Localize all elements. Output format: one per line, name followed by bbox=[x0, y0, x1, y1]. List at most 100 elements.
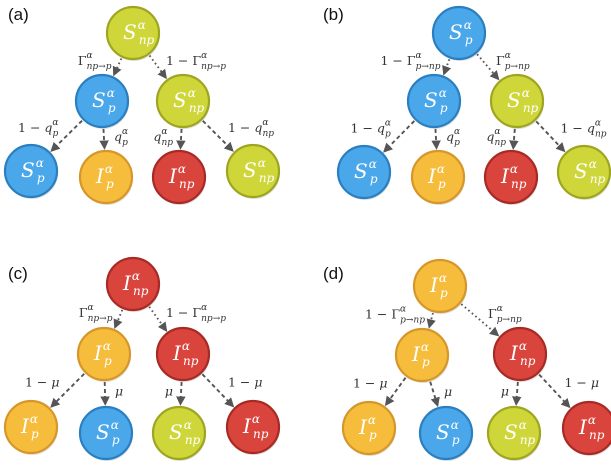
panel-b-edge-left-leaf1 bbox=[383, 120, 416, 153]
panel-d-edge-label-4: 1 − μ bbox=[565, 375, 600, 390]
panel-c-leaf-node-1-circle bbox=[3, 399, 59, 455]
panel-c-branch-left-label: Γα np→p bbox=[79, 303, 113, 324]
panel-c-leaf-node-2-label: Sα p bbox=[96, 418, 120, 447]
panel-b-leaf-node-2: Iα p bbox=[410, 149, 466, 205]
panel-d-left-node-label: Iα p bbox=[411, 340, 430, 369]
panel-c-leaf-node-3-circle bbox=[151, 405, 207, 461]
panel-c-left-node: Iα p bbox=[76, 326, 132, 382]
panel-b-right-node-circle bbox=[489, 73, 545, 129]
panel-d-edge-root-left bbox=[426, 312, 436, 329]
panel-d-branch-left-label: 1 − Γα p→np bbox=[365, 305, 425, 326]
panel-d-leaf-node-2: Sα p bbox=[418, 405, 474, 461]
panel-b-left-node-circle bbox=[406, 73, 462, 129]
panel-b-leaf-node-2-circle bbox=[410, 149, 466, 205]
panel-a-leaf-node-4-label: Sα np bbox=[243, 156, 275, 185]
panel-c-edge-label-3: μ bbox=[165, 384, 173, 399]
panel-a-label: (a) bbox=[8, 5, 29, 24]
panel-d-edge-label-1: 1 − μ bbox=[353, 376, 388, 391]
panel-b-branch-left-label: 1 − Γα p→np bbox=[380, 51, 440, 72]
panel-a-edge-root-right bbox=[148, 54, 167, 80]
panel-b-root-node: Sα p bbox=[431, 5, 487, 61]
panel-a-right-node-label: Sα np bbox=[173, 86, 205, 115]
panel-c-edge-label-4: 1 − μ bbox=[228, 375, 263, 390]
panel-d-edge-label-2: μ bbox=[444, 384, 452, 399]
panel-c-leaf-node-2-circle bbox=[78, 405, 134, 461]
panel-a-edge-label-3: qα np bbox=[153, 127, 173, 148]
panel-d-root-node-circle bbox=[412, 258, 468, 314]
panel-d-leaf-node-4-circle bbox=[561, 400, 611, 456]
panel-c-leaf-node-1-label: Iα p bbox=[20, 412, 39, 441]
panel-c-root-node: Iα np bbox=[105, 256, 161, 312]
panel-c-edge-root-left bbox=[113, 309, 124, 329]
panel-c-leaf-node-1: Iα p bbox=[3, 399, 59, 455]
panel-a-leaf-node-4-circle bbox=[225, 143, 281, 199]
panel-d-leaf-node-2-circle bbox=[418, 405, 474, 461]
panel-d-edge-right-leaf4 bbox=[538, 373, 571, 409]
panel-c-edge-left-leaf1 bbox=[50, 373, 85, 408]
panel-d-leaf-node-4: Iα np bbox=[561, 400, 611, 456]
panel-d-edge-right-leaf3 bbox=[512, 381, 522, 406]
panel-b-root-node-circle bbox=[431, 5, 487, 61]
panel-a-leaf-node-1-label: Sα p bbox=[21, 156, 45, 185]
panel-a-left-node-label: Sα p bbox=[92, 86, 116, 115]
panel-c-right-node-circle bbox=[155, 326, 211, 382]
panel-b-leaf-node-3-circle bbox=[483, 149, 539, 205]
panel-c-right-node: Iα np bbox=[155, 326, 211, 382]
panel-c-leaf-node-4: Iα np bbox=[225, 399, 281, 455]
panel-a-edge-left-leaf1 bbox=[50, 119, 83, 152]
panel-a-edge-right-leaf3 bbox=[176, 128, 186, 150]
panel-b-leaf-node-1: Sα p bbox=[336, 144, 392, 200]
panel-a-edge-label-1: 1 − qα p bbox=[18, 118, 58, 139]
panel-d-leaf-node-1: Iα p bbox=[341, 400, 397, 456]
panel-a-leaf-node-1-circle bbox=[3, 143, 59, 199]
panel-a-leaf-node-4: Sα np bbox=[225, 143, 281, 199]
panel-c-right-node-label: Iα np bbox=[172, 339, 199, 368]
panel-d-leaf-node-2-label: Sα p bbox=[436, 418, 460, 447]
panel-c-edge-label-2: μ bbox=[115, 384, 123, 399]
panel-d-leaf-node-3-circle bbox=[486, 405, 542, 461]
panel-b-leaf-node-2-label: Iα p bbox=[427, 162, 446, 191]
panel-a-leaf-node-2-circle bbox=[78, 149, 134, 205]
panel-d-root-node: Iα p bbox=[412, 258, 468, 314]
panel-d-branch-right-label: Γα p→np bbox=[488, 304, 522, 325]
panel-a-edge-root-left bbox=[112, 58, 123, 77]
panel-b-branch-right-label: Γα p→np bbox=[496, 51, 530, 72]
panel-d-right-node-circle bbox=[492, 326, 548, 382]
panel-a-left-node-circle bbox=[74, 73, 130, 129]
panel-b-edge-label-2: qα p bbox=[446, 127, 460, 148]
panel-d-right-node-label: Iα np bbox=[509, 339, 536, 368]
panel-d-left-node-circle bbox=[394, 327, 450, 383]
panel-d-leaf-node-1-circle bbox=[341, 400, 397, 456]
panel-c-edge-root-right bbox=[148, 306, 168, 332]
panel-a-root-node-label: Sα np bbox=[123, 18, 155, 47]
panel-a-leaf-node-3-circle bbox=[151, 149, 207, 205]
panel-c-leaf-node-4-circle bbox=[225, 399, 281, 455]
panel-d-edge-left-leaf2 bbox=[429, 381, 440, 408]
panel-d-edge-left-leaf1 bbox=[384, 377, 407, 407]
panel-d-leaf-node-4-label: Iα np bbox=[578, 413, 605, 442]
panel-a-leaf-node-3: Iα np bbox=[151, 149, 207, 205]
panel-a-leaf-node-1: Sα p bbox=[3, 143, 59, 199]
panel-b-edge-label-3: qα np bbox=[486, 127, 506, 148]
panel-a-edge-label-2: qα p bbox=[114, 127, 128, 148]
panel-d-leaf-node-3: Sα np bbox=[486, 405, 542, 461]
panel-d-left-node: Iα p bbox=[394, 327, 450, 383]
panel-c-root-node-label: Iα np bbox=[122, 269, 149, 298]
panel-b-edge-left-leaf2 bbox=[431, 128, 441, 150]
panel-a-edge-left-leaf2 bbox=[99, 128, 109, 150]
panel-c-left-node-circle bbox=[76, 326, 132, 382]
panel-b-edge-right-leaf3 bbox=[509, 128, 519, 150]
panel-b-edge-label-4: 1 − qα np bbox=[561, 119, 607, 140]
panel-c-edge-left-leaf2 bbox=[100, 381, 110, 406]
panel-a-edge-label-4: 1 − qα np bbox=[228, 118, 274, 139]
panel-a-branch-right-label: 1 − Γα np→p bbox=[166, 51, 226, 72]
panel-a-right-node: Sα np bbox=[155, 73, 211, 129]
panel-b-root-node-label: Sα p bbox=[449, 18, 473, 47]
panel-a-branch-left-label: Γα np→p bbox=[78, 51, 112, 72]
panel-a-leaf-node-2-label: Iα p bbox=[95, 162, 114, 191]
panel-c-branch-right-label: 1 − Γα np→p bbox=[166, 303, 226, 324]
panel-b-leaf-node-3: Iα np bbox=[483, 149, 539, 205]
panel-a-left-node: Sα p bbox=[74, 73, 130, 129]
panel-b-left-node-label: Sα p bbox=[424, 86, 448, 115]
